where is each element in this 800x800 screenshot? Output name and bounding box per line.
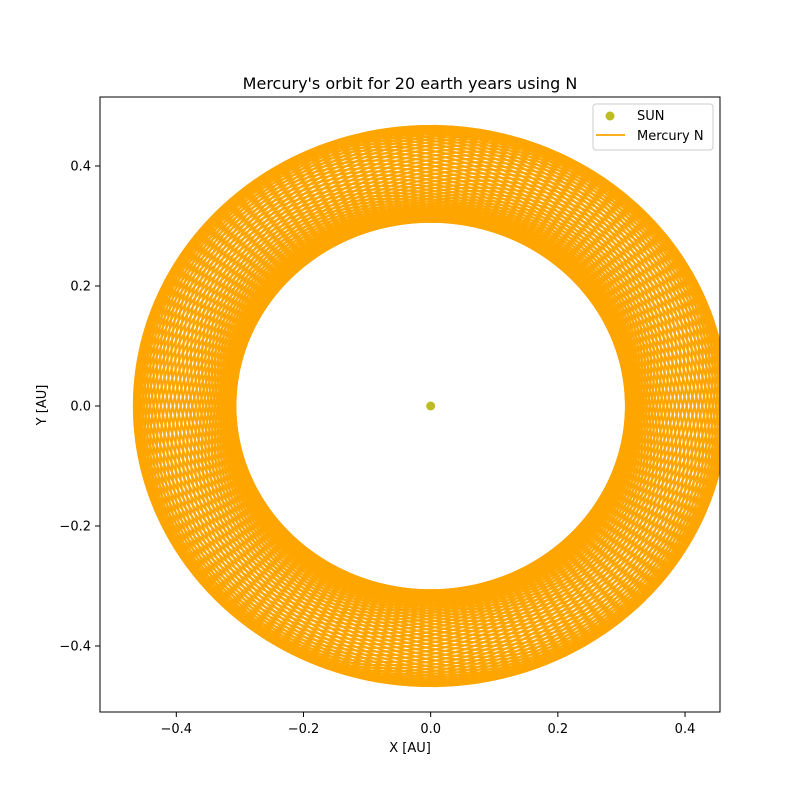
y-tick-label: 0.2	[70, 280, 91, 295]
chart-title: Mercury's orbit for 20 earth years using…	[243, 74, 578, 93]
mercury-orbit-band	[132, 124, 720, 688]
x-tick-label: 0.2	[548, 722, 569, 737]
legend-box	[592, 103, 714, 151]
plot-frame	[99, 96, 721, 713]
y-tick-label: 0.4	[70, 160, 91, 175]
x-axis-label: X [AU]	[389, 741, 431, 756]
y-tick-label: −0.2	[59, 520, 91, 535]
legend-sun-label: SUN	[637, 109, 665, 124]
y-tick-label: −0.4	[59, 640, 91, 655]
plot-area	[132, 124, 720, 688]
x-tick-label: −0.2	[288, 722, 320, 737]
x-tick-label: −0.4	[161, 722, 193, 737]
sun-layer	[426, 401, 436, 411]
y-axis-label: Y [AU]	[35, 385, 50, 427]
x-tick-label: 0.4	[675, 722, 696, 737]
legend-sun-marker	[605, 111, 615, 121]
legend: SUN Mercury N	[592, 103, 714, 151]
y-axis-ticks: −0.4 −0.2 0.0 0.2 0.4	[59, 160, 100, 655]
y-tick-label: 0.0	[70, 400, 91, 415]
x-axis-ticks: −0.4 −0.2 0.0 0.2 0.4	[161, 712, 696, 737]
legend-mercury-label: Mercury N	[637, 129, 704, 144]
mercury-orbit-ellipse	[132, 174, 628, 631]
x-tick-label: 0.0	[420, 722, 441, 737]
sun-point	[426, 401, 436, 411]
